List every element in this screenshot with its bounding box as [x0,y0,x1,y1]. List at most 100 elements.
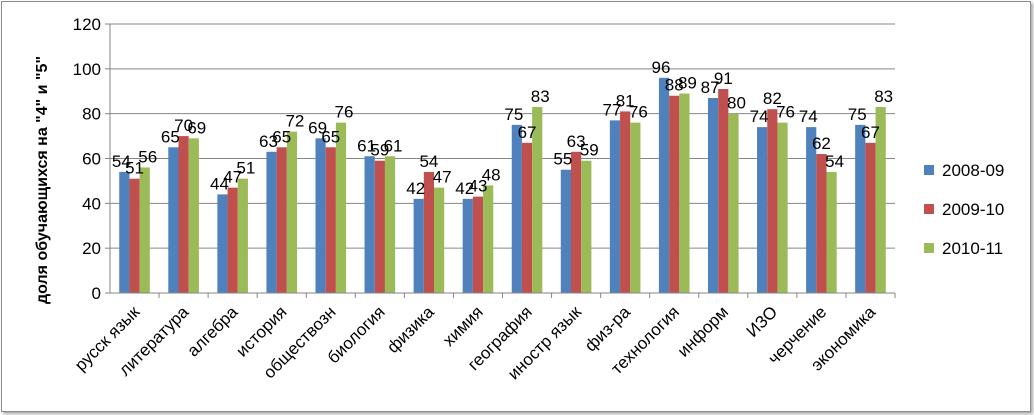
data-label: 65 [161,127,180,146]
bar-2010-11 [434,187,445,293]
x-tick-label: информ [674,302,732,360]
legend-swatch [924,243,934,253]
bar-2010-11 [237,178,248,293]
bar-2009-10 [816,154,827,293]
bar-2009-10 [276,147,287,293]
bar-2009-10 [374,160,385,293]
data-label: 91 [714,69,733,88]
y-tick-label: 0 [92,284,101,303]
data-label: 48 [482,165,501,184]
bar-2008-09 [315,138,326,293]
data-label: 42 [406,179,425,198]
bar-2010-11 [335,122,347,293]
data-label: 80 [727,94,746,113]
bar-2008-09 [168,147,179,293]
data-label: 82 [763,89,782,108]
data-label: 76 [335,103,354,122]
data-label: 76 [776,103,795,122]
bar-2008-09 [757,127,768,293]
bar-2008-09 [658,77,670,293]
data-label: 74 [750,107,769,126]
data-label: 54 [419,152,438,171]
bar-2009-10 [865,142,876,293]
data-label: 61 [384,136,403,155]
bar-2010-11 [826,171,837,293]
bar-2009-10 [227,187,238,293]
data-label: 59 [370,141,389,160]
data-label: 61 [357,136,376,155]
bar-2010-11 [875,106,886,293]
data-label: 67 [518,123,537,142]
bar-2009-10 [620,111,631,293]
bars [119,77,886,294]
data-label: 54 [825,152,844,171]
bar-2010-11 [532,106,543,293]
data-label: 89 [678,73,697,92]
data-label: 74 [799,107,818,126]
data-label: 51 [236,159,255,178]
y-tick-label: 80 [82,105,101,124]
y-axis-ticks: 0 20 40 60 80 100 120 [73,15,110,303]
data-label: 81 [616,91,635,110]
data-label: 77 [602,100,621,119]
data-label: 76 [629,103,648,122]
bar-2009-10 [423,171,435,293]
y-tick-label: 100 [73,60,101,79]
data-label: 59 [580,141,599,160]
x-tick-label: ИЗО [743,302,782,341]
data-label: 44 [210,174,229,193]
x-axis-labels: русск языклитератураалгебраисторияобщест… [71,302,880,383]
bar-2009-10 [178,136,189,293]
bar-2009-10 [472,196,484,293]
bar-2008-09 [806,127,817,293]
data-label: 47 [433,168,452,187]
data-label: 83 [531,87,550,106]
bar-2010-11 [679,93,690,293]
data-label: 69 [187,118,206,137]
legend: 2008-09 2009-10 2010-11 [924,161,1004,258]
legend-label: 2008-09 [942,161,1004,180]
data-label: 70 [174,116,193,135]
bar-2009-10 [129,178,140,293]
data-label: 75 [504,105,523,124]
y-tick-label: 60 [82,150,101,169]
data-label: 51 [125,159,144,178]
bar-2009-10 [325,147,336,293]
data-label: 55 [553,150,572,169]
bar-2010-11 [777,122,788,293]
x-tick-label: алгебра [183,302,241,360]
data-label: 43 [469,177,488,196]
bar-2010-11 [384,156,396,293]
data-label: 47 [223,168,242,187]
bar-2008-09 [609,120,621,294]
legend-label: 2010-11 [942,239,1003,258]
data-label: 56 [138,147,157,166]
bar-2008-09 [119,171,130,293]
bar-2008-09 [855,124,866,293]
bar-2010-11 [483,185,494,293]
data-label: 72 [285,112,304,131]
bar-2008-09 [560,169,571,293]
data-label: 83 [874,87,893,106]
data-label: 65 [321,127,340,146]
data-label: 88 [665,76,684,95]
legend-swatch [924,165,934,175]
data-label: 42 [455,179,474,198]
data-label: 67 [861,123,880,142]
x-tick-label: физика [383,302,438,357]
bar-2010-11 [630,122,641,293]
bar-2008-09 [266,151,277,293]
x-tick-label: химия [439,302,487,350]
bar-2010-11 [188,138,199,293]
bar-2008-09 [707,97,719,293]
bar-2008-09 [217,194,228,293]
data-label: 96 [652,58,671,77]
legend-label: 2009-10 [942,200,1004,219]
data-label: 54 [112,152,131,171]
bar-2008-09 [511,124,522,293]
y-axis-title: доля обучающихся на "4" и "5" [34,56,51,304]
bar-2009-10 [669,95,680,293]
